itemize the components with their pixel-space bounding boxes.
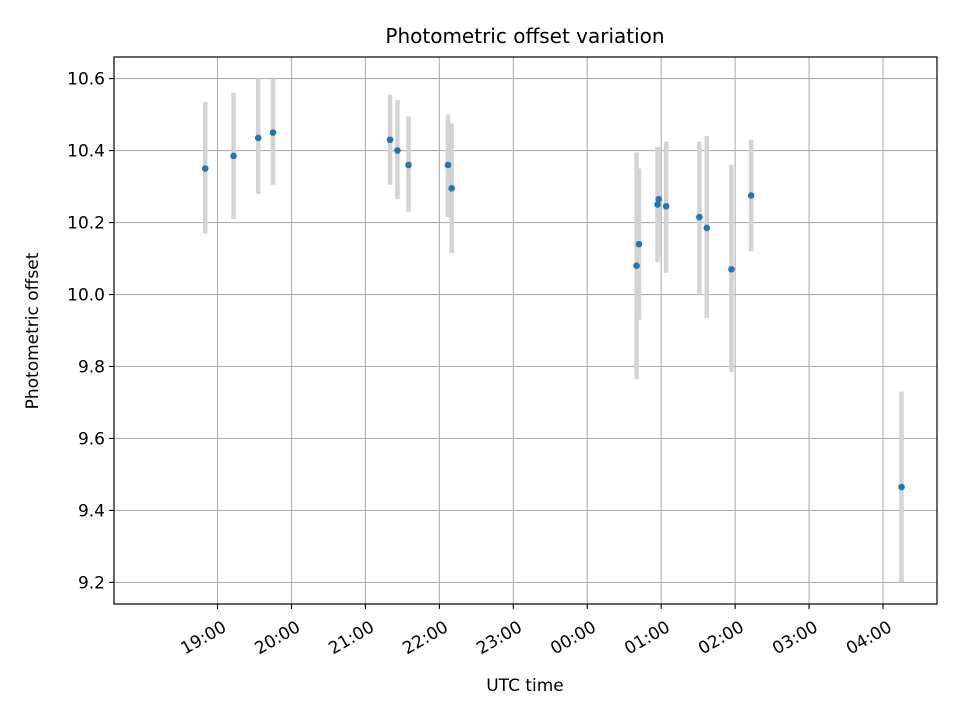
y-tick-label: 10.4 bbox=[67, 142, 105, 162]
data-point bbox=[254, 134, 262, 142]
data-point bbox=[635, 240, 643, 248]
y-tick-label: 10.6 bbox=[67, 70, 105, 90]
data-point bbox=[448, 185, 455, 192]
y-tick-label: 9.6 bbox=[78, 429, 105, 449]
plot-area-frame bbox=[113, 56, 938, 605]
y-tick-label: 10.0 bbox=[67, 286, 105, 306]
data-point bbox=[633, 262, 640, 270]
data-points bbox=[201, 129, 905, 491]
y-axis-label: Photometric offset bbox=[23, 252, 43, 409]
data-point bbox=[269, 129, 277, 136]
y-tick-label: 9.8 bbox=[78, 357, 105, 377]
data-point bbox=[230, 152, 237, 160]
data-point bbox=[703, 224, 711, 232]
y-tick-label: 9.4 bbox=[78, 501, 105, 521]
y-tick-label: 9.2 bbox=[78, 573, 105, 593]
x-axis-label: UTC time bbox=[486, 676, 564, 696]
data-point bbox=[696, 213, 703, 221]
data-point bbox=[444, 161, 452, 169]
grid-lines bbox=[114, 57, 937, 604]
y-tick-label: 10.2 bbox=[67, 214, 105, 234]
data-point bbox=[386, 136, 394, 144]
data-point bbox=[747, 192, 755, 199]
data-point bbox=[394, 147, 401, 154]
data-point bbox=[654, 201, 661, 208]
data-point bbox=[728, 266, 735, 273]
data-point bbox=[662, 203, 670, 210]
data-point bbox=[405, 161, 412, 169]
data-point bbox=[655, 195, 663, 203]
y-axis-ticks: 9.2 9.4 9.6 9.8 10.0 10.2 10.4 10.6 bbox=[67, 70, 114, 593]
data-point bbox=[201, 165, 209, 172]
data-point bbox=[898, 483, 905, 491]
chart-title: Photometric offset variation bbox=[385, 24, 664, 48]
